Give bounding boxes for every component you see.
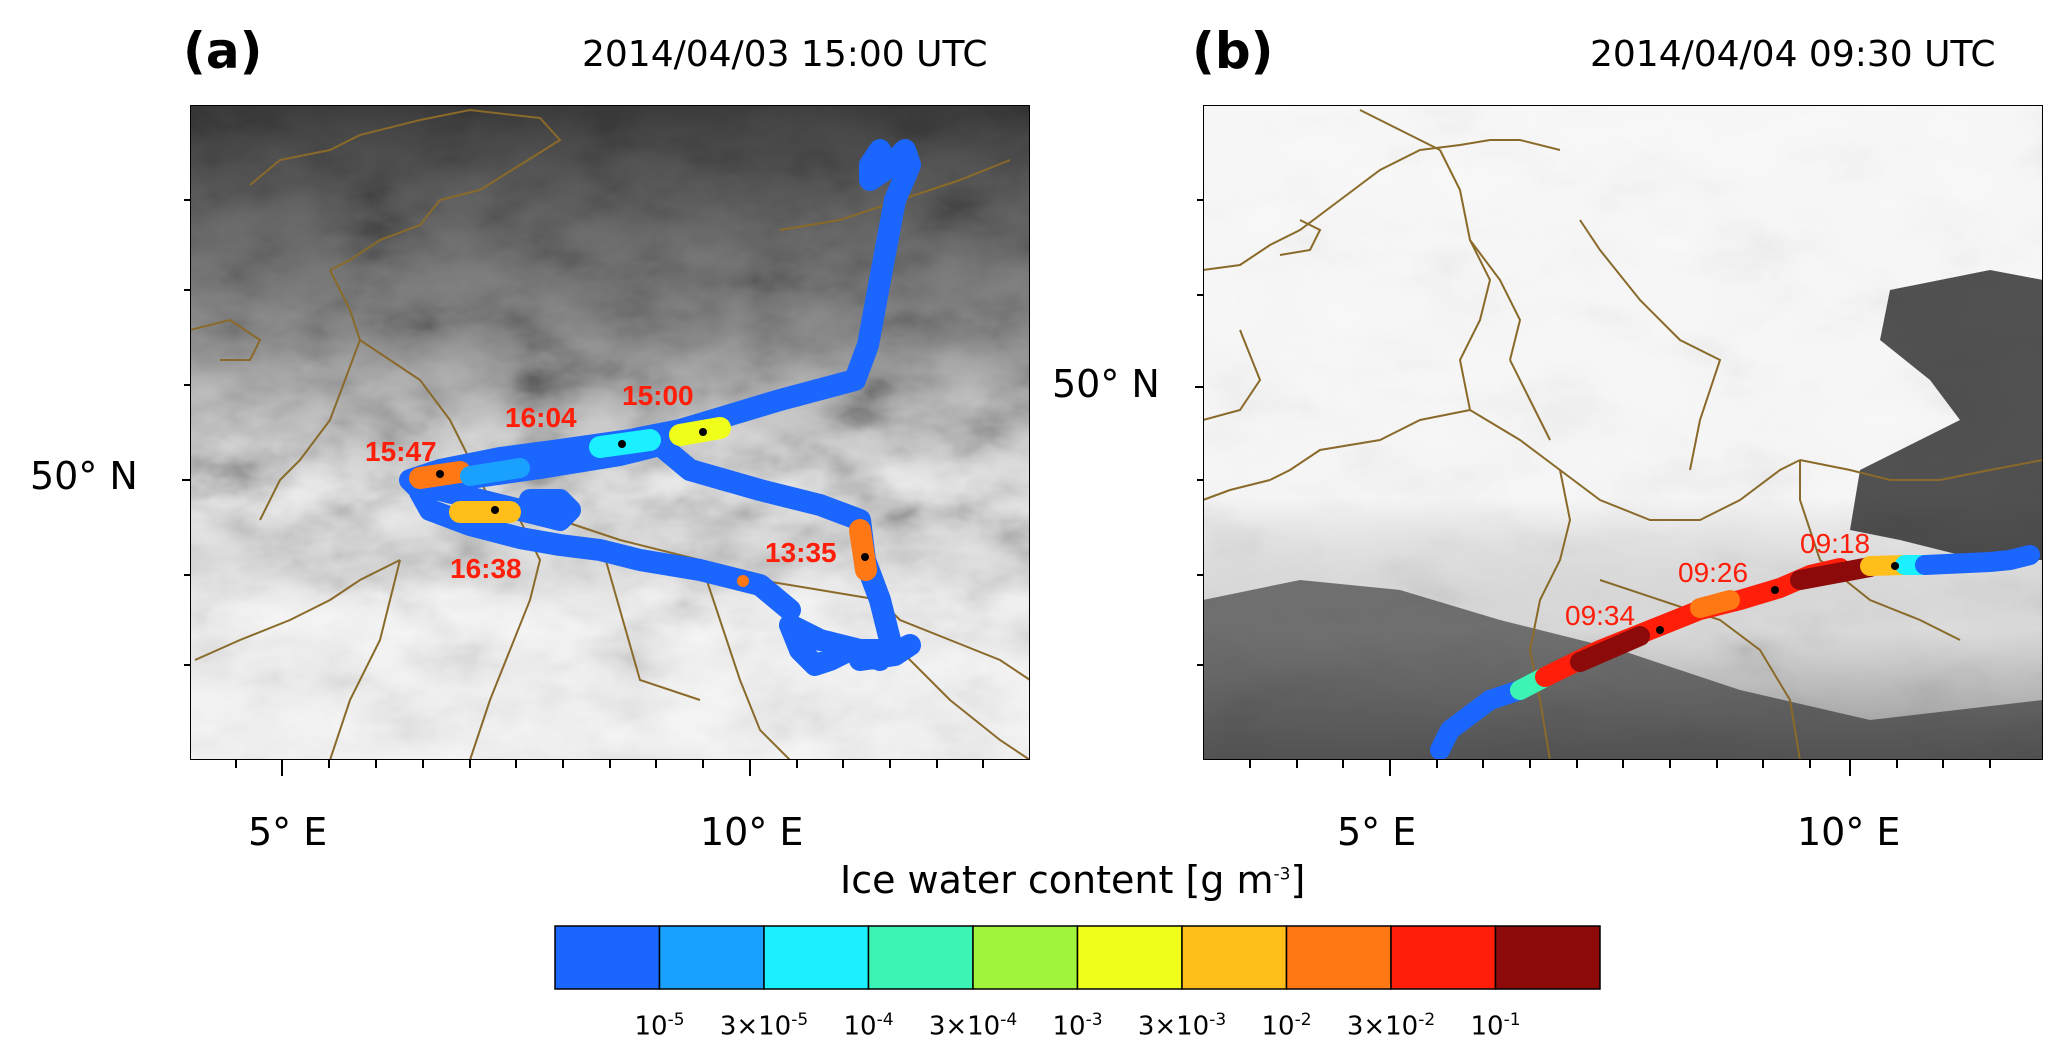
- colorbar-segment: [1076, 925, 1183, 990]
- time-label: 15:47: [365, 436, 437, 467]
- colorbar-title: Ice water content [g m-3]: [840, 858, 1306, 902]
- colorbar-tick-label: 3×10-2: [1346, 1010, 1436, 1042]
- panel-a-lon-label-10: 10° E: [700, 810, 804, 854]
- panel-a-lon-label-5: 5° E: [248, 810, 328, 854]
- panel-b-label: (b): [1192, 22, 1274, 80]
- colorbar-segment: [763, 925, 870, 990]
- panel-b-title: 2014/04/04 09:30 UTC: [1590, 34, 1996, 75]
- panel-b-lat-label: 50° N: [1052, 362, 1160, 406]
- colorbar-tick-label: 10-4: [843, 1010, 894, 1042]
- panel-a-map: [190, 105, 1030, 760]
- colorbar-segment: [1390, 925, 1497, 990]
- panel-a-marker: [699, 428, 707, 436]
- panel-b-lon-label-5: 5° E: [1337, 810, 1417, 854]
- panel-a-lat-label: 50° N: [30, 454, 138, 498]
- colorbar-tick-label: 10-2: [1261, 1010, 1312, 1042]
- time-label: 15:00: [622, 380, 694, 411]
- panel-b-marker: [1771, 586, 1779, 594]
- colorbar-segment: [867, 925, 974, 990]
- colorbar-tick-label: 3×10-4: [928, 1010, 1018, 1042]
- panel-b-marker: [1891, 562, 1899, 570]
- time-label: 16:04: [505, 402, 577, 433]
- colorbar-segment: [658, 925, 765, 990]
- panel-b-ticks: [1195, 199, 1991, 776]
- time-label: 09:26: [1678, 557, 1748, 588]
- panel-a-marker: [491, 506, 499, 514]
- colorbar: [554, 925, 1601, 990]
- colorbar-tick-label: 10-5: [634, 1010, 685, 1042]
- panel-b-flight-track: [1430, 545, 2040, 760]
- panel-a-marker: [861, 553, 869, 561]
- panel-b-marker: [1656, 626, 1664, 634]
- panel-a-time-labels: 15:00 16:04 15:47 16:38 13:35: [365, 380, 837, 584]
- time-label: 09:34: [1565, 600, 1635, 631]
- colorbar-segment: [972, 925, 1079, 990]
- panel-b-borders: [1203, 109, 2043, 760]
- colorbar-segment: [1494, 925, 1601, 990]
- panel-a-title: 2014/04/03 15:00 UTC: [582, 34, 988, 75]
- colorbar-tick-label: 3×10-5: [719, 1010, 809, 1042]
- panel-b-time-labels: 09:18 09:26 09:34: [1565, 528, 1870, 631]
- colorbar-segment: [554, 925, 661, 990]
- colorbar-tick-label: 10-1: [1470, 1010, 1521, 1042]
- time-label: 13:35: [765, 537, 837, 568]
- panel-a-label: (a): [183, 22, 263, 80]
- panel-b-lon-label-10: 10° E: [1797, 810, 1901, 854]
- time-label: 09:18: [1800, 528, 1870, 559]
- panel-a-marker: [618, 440, 626, 448]
- colorbar-segment: [1181, 925, 1288, 990]
- panel-b-map: [1203, 105, 2043, 760]
- colorbar-tick-label: 10-3: [1052, 1010, 1103, 1042]
- time-label: 16:38: [450, 553, 522, 584]
- colorbar-tick-label: 3×10-3: [1137, 1010, 1227, 1042]
- panel-a-marker: [436, 470, 444, 478]
- panel-a-ticks: [182, 199, 984, 776]
- colorbar-segment: [1285, 925, 1392, 990]
